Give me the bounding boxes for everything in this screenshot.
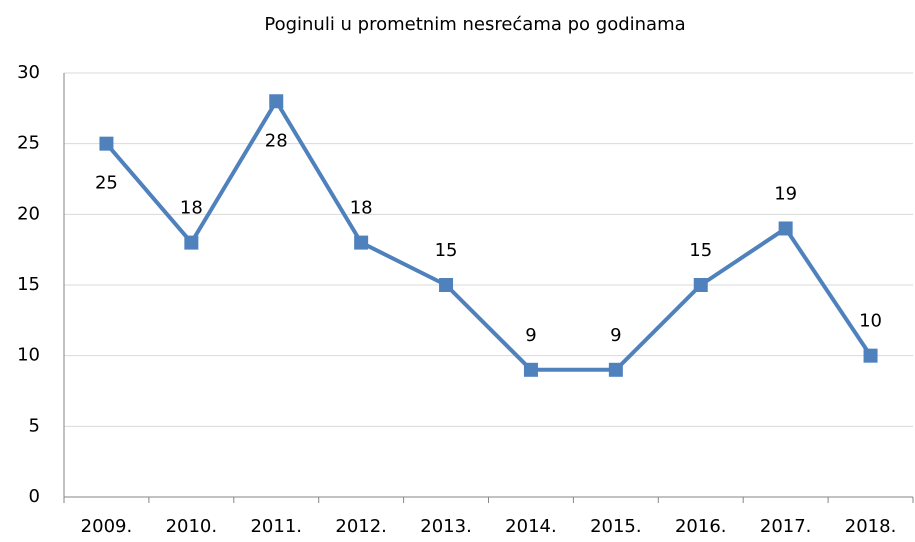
x-tick-label: 2010. xyxy=(166,516,218,537)
y-tick-label: 5 xyxy=(29,415,40,436)
marker xyxy=(608,362,623,377)
marker xyxy=(523,362,538,377)
x-tick-label: 2011. xyxy=(250,516,302,537)
y-tick-label: 25 xyxy=(17,133,40,154)
marker xyxy=(439,278,454,292)
data-label: 9 xyxy=(610,325,621,346)
chart-title: Poginuli u prometnim nesrećama po godina… xyxy=(264,14,685,35)
y-tick-label: 30 xyxy=(17,62,40,83)
y-tick-label: 20 xyxy=(17,203,40,224)
line xyxy=(104,99,873,372)
data-label: 28 xyxy=(265,130,288,151)
data-label: 18 xyxy=(350,198,373,219)
marker xyxy=(778,221,793,236)
data-label: 18 xyxy=(180,198,203,219)
data-label: 19 xyxy=(774,183,797,204)
marker xyxy=(269,94,284,109)
marker xyxy=(354,235,369,250)
data-label: 10 xyxy=(859,311,882,332)
x-tick-label: 2014. xyxy=(505,516,557,537)
marker xyxy=(184,235,199,250)
x-tick-label: 2016. xyxy=(675,516,727,537)
data-label: 15 xyxy=(435,240,458,261)
x-tick-label: 2015. xyxy=(590,516,642,537)
data-label: 15 xyxy=(689,240,712,261)
marker xyxy=(99,136,114,151)
x-tick-label: 2018. xyxy=(845,516,897,537)
marker xyxy=(693,278,708,292)
y-tick-label: 0 xyxy=(29,486,40,507)
x-tick-label: 2009. xyxy=(81,516,133,537)
y-tick-label: 10 xyxy=(17,345,40,366)
x-tick-label: 2013. xyxy=(420,516,472,537)
y-tick-label: 15 xyxy=(17,274,40,295)
x-tick-label: 2017. xyxy=(760,516,812,537)
marker xyxy=(863,348,878,363)
data-label: 9 xyxy=(525,325,536,346)
data-label: 25 xyxy=(95,173,118,194)
x-tick-label: 2012. xyxy=(335,516,387,537)
